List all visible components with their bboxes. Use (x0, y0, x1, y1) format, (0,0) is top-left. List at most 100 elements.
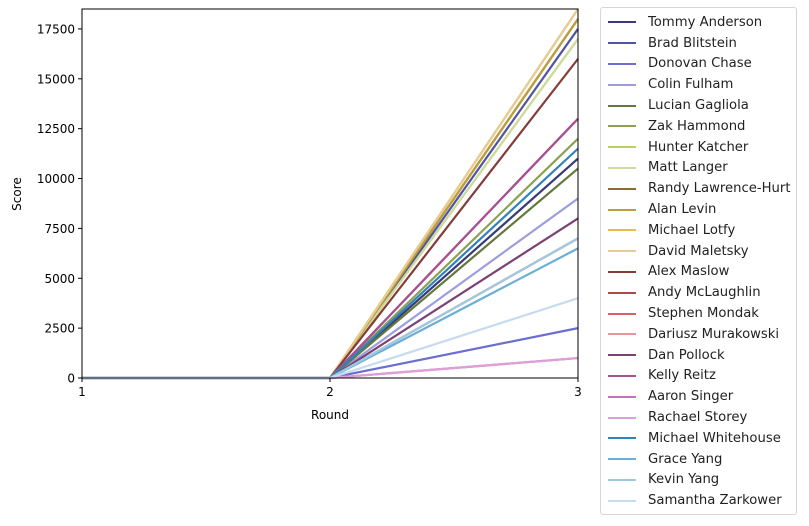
legend-item: Tommy Anderson (601, 12, 796, 33)
chart-legend: Tommy Anderson Brad Blitstein Donovan Chas… (600, 7, 797, 515)
legend-swatch-icon (608, 125, 636, 128)
legend-label: Dan Pollock (648, 347, 725, 363)
x-axis-label: Round (311, 408, 349, 422)
legend-label: Dariusz Murakowski (648, 326, 780, 342)
y-tick-label: 17500 (37, 22, 75, 36)
y-axis-label: Score (10, 177, 24, 211)
legend-label: Hunter Katcher (648, 139, 749, 155)
series-line (82, 167, 579, 380)
legend-item: Andy McLaughlin (601, 282, 796, 303)
series-line (82, 18, 579, 380)
legend-label: Zak Hammond (648, 118, 746, 134)
legend-label: Kevin Yang (648, 472, 720, 488)
legend-label: Matt Langer (648, 160, 728, 176)
legend-swatch-icon (608, 166, 636, 169)
legend-label: Grace Yang (648, 451, 723, 467)
legend-swatch-icon (608, 312, 636, 315)
legend-item: Samantha Zarkower (601, 490, 796, 511)
series-line (82, 356, 579, 380)
legend-item: Hunter Katcher (601, 137, 796, 158)
legend-swatch-icon (608, 478, 636, 481)
series-line (82, 117, 579, 380)
legend-label: Samantha Zarkower (648, 493, 782, 509)
series-line (82, 157, 579, 380)
legend-item: Zak Hammond (601, 116, 796, 137)
legend-swatch-icon (608, 416, 636, 419)
legend-swatch-icon (608, 499, 636, 502)
plot-lines (82, 8, 579, 380)
legend-item: David Maletsky (601, 241, 796, 262)
legend-label: Donovan Chase (648, 56, 752, 72)
legend-label: Andy McLaughlin (648, 285, 761, 301)
x-axis-ticks: 1 2 3 (78, 378, 582, 399)
legend-swatch-icon (608, 21, 636, 24)
legend-item: Dan Pollock (601, 345, 796, 366)
series-line (82, 237, 579, 380)
legend-label: Michael Lotfy (648, 222, 736, 238)
legend-swatch-icon (608, 291, 636, 294)
series-line (82, 327, 579, 380)
legend-label: Brad Blitstein (648, 35, 737, 51)
x-tick-label: 2 (326, 385, 334, 399)
series-line (82, 237, 579, 380)
y-tick-label: 0 (67, 372, 75, 386)
legend-label: Alex Maslow (648, 264, 730, 280)
legend-swatch-icon (608, 437, 636, 440)
series-line (82, 38, 579, 380)
y-axis-ticks: 0 2500 5000 7500 10000 12500 15000 17500 (37, 22, 82, 386)
legend-swatch-icon (608, 354, 636, 357)
y-tick-label: 15000 (37, 72, 75, 86)
legend-label: Lucian Gagliola (648, 98, 749, 114)
series-line (82, 18, 579, 380)
legend-label: Colin Fulham (648, 77, 734, 93)
legend-item: Stephen Mondak (601, 303, 796, 324)
y-tick-label: 5000 (44, 272, 75, 286)
legend-swatch-icon (608, 250, 636, 253)
legend-label: Aaron Singer (648, 389, 734, 405)
series-line (82, 117, 579, 380)
series-line (82, 217, 579, 380)
legend-swatch-icon (608, 208, 636, 211)
legend-swatch-icon (608, 187, 636, 190)
series-line (82, 247, 579, 380)
legend-item: Colin Fulham (601, 74, 796, 95)
y-tick-label: 10000 (37, 172, 75, 186)
legend-item: Matt Langer (601, 158, 796, 179)
legend-swatch-icon (608, 146, 636, 149)
series-line (82, 297, 579, 380)
legend-swatch-icon (608, 270, 636, 273)
legend-swatch-icon (608, 42, 636, 45)
legend-label: Kelly Reitz (648, 368, 716, 384)
y-tick-label: 7500 (44, 222, 75, 236)
y-tick-label: 12500 (37, 122, 75, 136)
legend-item: Rachael Storey (601, 407, 796, 428)
legend-item: Dariusz Murakowski (601, 324, 796, 345)
legend-swatch-icon (608, 374, 636, 377)
legend-swatch-icon (608, 458, 636, 461)
y-tick-label: 2500 (44, 322, 75, 336)
legend-item: Kelly Reitz (601, 366, 796, 387)
series-line (82, 356, 579, 380)
legend-swatch-icon (608, 333, 636, 336)
legend-item: Donovan Chase (601, 54, 796, 75)
legend-label: Randy Lawrence-Hurt (648, 181, 791, 197)
legend-item: Lucian Gagliola (601, 95, 796, 116)
legend-swatch-icon (608, 104, 636, 107)
x-tick-label: 1 (78, 385, 86, 399)
legend-label: Alan Levin (648, 202, 717, 218)
legend-item: Alex Maslow (601, 262, 796, 283)
legend-item: Alan Levin (601, 199, 796, 220)
legend-item: Aaron Singer (601, 386, 796, 407)
x-tick-label: 3 (574, 385, 582, 399)
series-line (82, 28, 579, 380)
legend-label: Rachael Storey (648, 410, 748, 426)
series-line (82, 38, 579, 380)
legend-label: Michael Whitehouse (648, 430, 781, 446)
legend-swatch-icon (608, 229, 636, 232)
legend-swatch-icon (608, 62, 636, 65)
legend-swatch-icon (608, 395, 636, 398)
series-line (82, 237, 579, 380)
legend-item: Grace Yang (601, 449, 796, 470)
legend-item: Brad Blitstein (601, 33, 796, 54)
